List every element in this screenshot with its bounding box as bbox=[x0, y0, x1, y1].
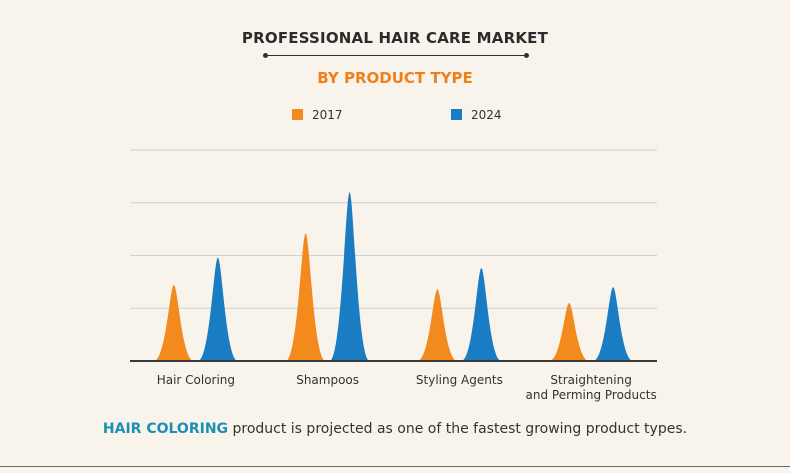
legend-item-2017: 2017 bbox=[292, 108, 343, 122]
legend-swatch-2017 bbox=[292, 109, 303, 120]
footer-text: product is projected as one of the faste… bbox=[228, 421, 688, 437]
bottom-divider bbox=[0, 466, 790, 467]
legend-label-2017: 2017 bbox=[312, 108, 343, 122]
x-tick-label: Styling Agents bbox=[416, 373, 503, 387]
peak-2024-1 bbox=[197, 257, 238, 361]
peak-2017-3 bbox=[417, 289, 458, 361]
peak-2017-1 bbox=[153, 285, 194, 361]
legend-item-2024: 2024 bbox=[451, 108, 502, 122]
chart-subtitle: BY PRODUCT TYPE bbox=[317, 69, 473, 87]
legend-swatch-2024 bbox=[451, 109, 462, 120]
peak-2024-3 bbox=[461, 268, 502, 361]
x-tick-label: Straightening and Perming Products bbox=[526, 373, 657, 402]
legend-label-2024: 2024 bbox=[471, 108, 502, 122]
peak-2017-4 bbox=[549, 302, 590, 361]
x-tick-label: Shampoos bbox=[296, 373, 359, 387]
footer-highlight: HAIR COLORING bbox=[102, 421, 229, 437]
x-tick-label: Hair Coloring bbox=[157, 373, 235, 387]
peak-2017-2 bbox=[285, 233, 326, 361]
peak-2024-4 bbox=[593, 287, 634, 361]
title-rule bbox=[265, 55, 526, 56]
peak-2024-2 bbox=[329, 192, 370, 361]
footer-note: HAIR COLORING product is projected as on… bbox=[0, 421, 790, 437]
chart-title: PROFESSIONAL HAIR CARE MARKET bbox=[241, 29, 549, 47]
title-rule-right-dot bbox=[524, 53, 529, 58]
